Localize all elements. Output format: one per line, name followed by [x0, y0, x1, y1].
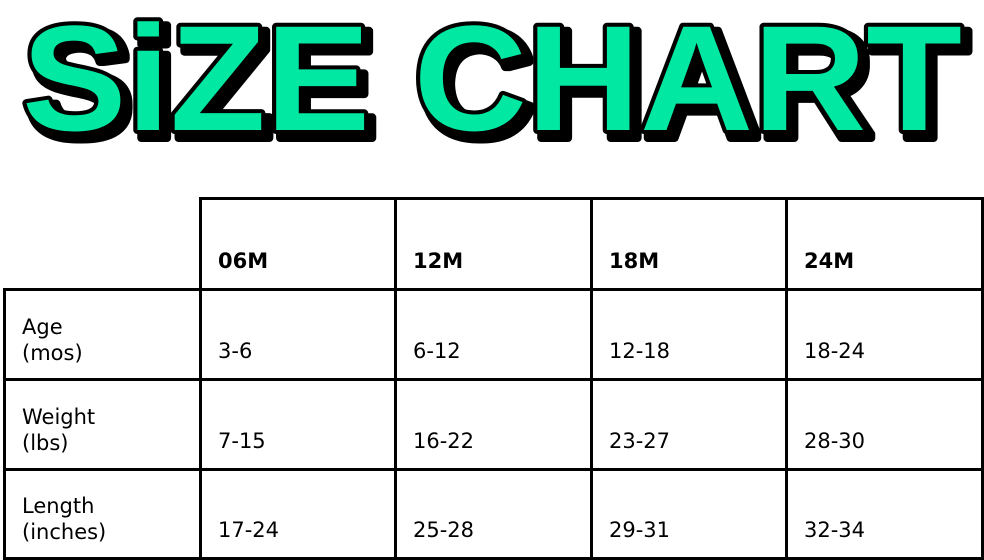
cell-text: 16-22	[413, 428, 474, 454]
cell-line: (lbs)	[22, 430, 69, 455]
table-cell: 12-18	[590, 288, 788, 381]
cell-line: 18M	[609, 248, 660, 273]
cell-text: 17-24	[218, 517, 279, 543]
column-header: 06M	[199, 197, 397, 291]
table-cell: 7-15	[199, 378, 397, 471]
cell-text: 12-18	[609, 338, 670, 364]
row-label: Length (inches)	[3, 468, 202, 560]
cell-text: 06M	[218, 248, 268, 274]
cell-text: 28-30	[804, 428, 865, 454]
cell-line: 3-6	[218, 338, 253, 363]
cell-line: 29-31	[609, 517, 671, 542]
cell-text: 3-6	[218, 338, 252, 364]
table-cell: 28-30	[785, 378, 984, 471]
table-cell: 25-28	[394, 468, 593, 560]
cell-line: 18-24	[804, 338, 866, 363]
cell-text: 7-15	[218, 428, 266, 454]
cell-text: 23-27	[609, 428, 670, 454]
cell-text: 24M	[804, 248, 854, 274]
title-text: SiZE CHART	[22, 0, 962, 150]
column-header: 24M	[785, 197, 984, 291]
cell-line: 6-12	[413, 338, 461, 363]
cell-text: 25-28	[413, 517, 474, 543]
cell-line: 16-22	[413, 428, 475, 453]
cell-text: 18M	[609, 248, 659, 274]
cell-text: 6-12	[413, 338, 461, 364]
cell-line: 7-15	[218, 428, 266, 453]
table-cell: 17-24	[199, 468, 397, 560]
cell-text: 29-31	[609, 517, 670, 543]
table-cell: 18-24	[785, 288, 984, 381]
row-label: Age (mos)	[3, 288, 202, 381]
table-cell: 32-34	[785, 468, 984, 560]
table-cell: 3-6	[199, 288, 397, 381]
table-cell: 23-27	[590, 378, 788, 471]
cell-line: (inches)	[22, 519, 107, 544]
cell-line: 06M	[218, 248, 269, 273]
cell-text: Weight (lbs)	[22, 404, 95, 457]
cell-text: 18-24	[804, 338, 865, 364]
cell-line: Length	[22, 493, 95, 518]
cell-line: 12M	[413, 248, 464, 273]
column-header: 12M	[394, 197, 593, 291]
size-chart-title: SiZE CHART	[18, 0, 966, 150]
cell-line: 23-27	[609, 428, 671, 453]
cell-text: 32-34	[804, 517, 865, 543]
table-cell: 29-31	[590, 468, 788, 560]
cell-line: 25-28	[413, 517, 475, 542]
cell-text: 12M	[413, 248, 463, 274]
cell-line: 32-34	[804, 517, 866, 542]
cell-line: 12-18	[609, 338, 671, 363]
cell-line: 28-30	[804, 428, 866, 453]
cell-text: Age (mos)	[22, 314, 83, 367]
cell-line: Age	[22, 314, 63, 339]
column-header: 18M	[590, 197, 788, 291]
cell-line: (mos)	[22, 340, 83, 365]
table-cell: 6-12	[394, 288, 593, 381]
cell-line: Weight	[22, 404, 96, 429]
cell-line: 17-24	[218, 517, 280, 542]
cell-text: Length (inches)	[22, 493, 106, 546]
table-cell: 16-22	[394, 378, 593, 471]
row-label: Weight (lbs)	[3, 378, 202, 471]
cell-line: 24M	[804, 248, 855, 273]
